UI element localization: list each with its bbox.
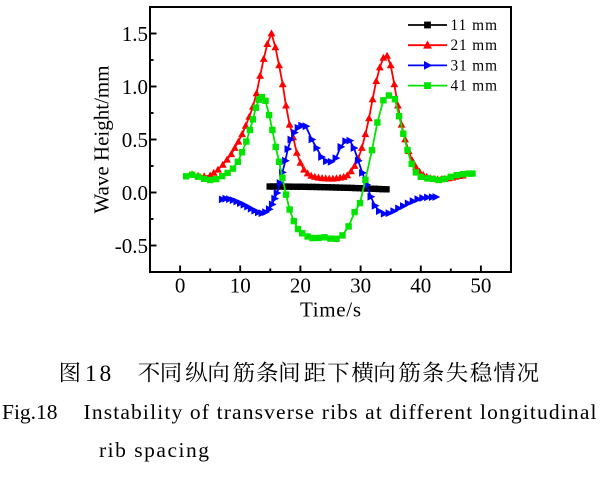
svg-text:21 mm: 21 mm bbox=[451, 37, 498, 54]
svg-text:Wave Height/mm: Wave Height/mm bbox=[90, 65, 114, 213]
svg-text:0.0: 0.0 bbox=[122, 181, 148, 205]
svg-text:1.5: 1.5 bbox=[122, 22, 148, 46]
svg-text:11 mm: 11 mm bbox=[451, 17, 498, 34]
svg-text:20: 20 bbox=[290, 274, 311, 298]
svg-text:Fig.18: Fig.18 bbox=[2, 400, 58, 424]
svg-text:0.5: 0.5 bbox=[122, 128, 148, 152]
svg-text:0: 0 bbox=[175, 274, 186, 298]
svg-text:rib spacing: rib spacing bbox=[99, 438, 209, 462]
svg-text:18: 18 bbox=[85, 361, 114, 387]
svg-text:Time/s: Time/s bbox=[300, 298, 361, 322]
svg-text:-0.5: -0.5 bbox=[115, 234, 148, 258]
svg-text:10: 10 bbox=[230, 274, 251, 298]
svg-text:Instability of transverse ribs: Instability of transverse ribs at differ… bbox=[84, 400, 597, 424]
svg-text:1.0: 1.0 bbox=[122, 75, 148, 99]
svg-text:40: 40 bbox=[410, 274, 431, 298]
svg-text:31 mm: 31 mm bbox=[451, 57, 498, 74]
svg-text:50: 50 bbox=[470, 274, 491, 298]
svg-text:41 mm: 41 mm bbox=[451, 78, 498, 95]
svg-text:30: 30 bbox=[350, 274, 371, 298]
